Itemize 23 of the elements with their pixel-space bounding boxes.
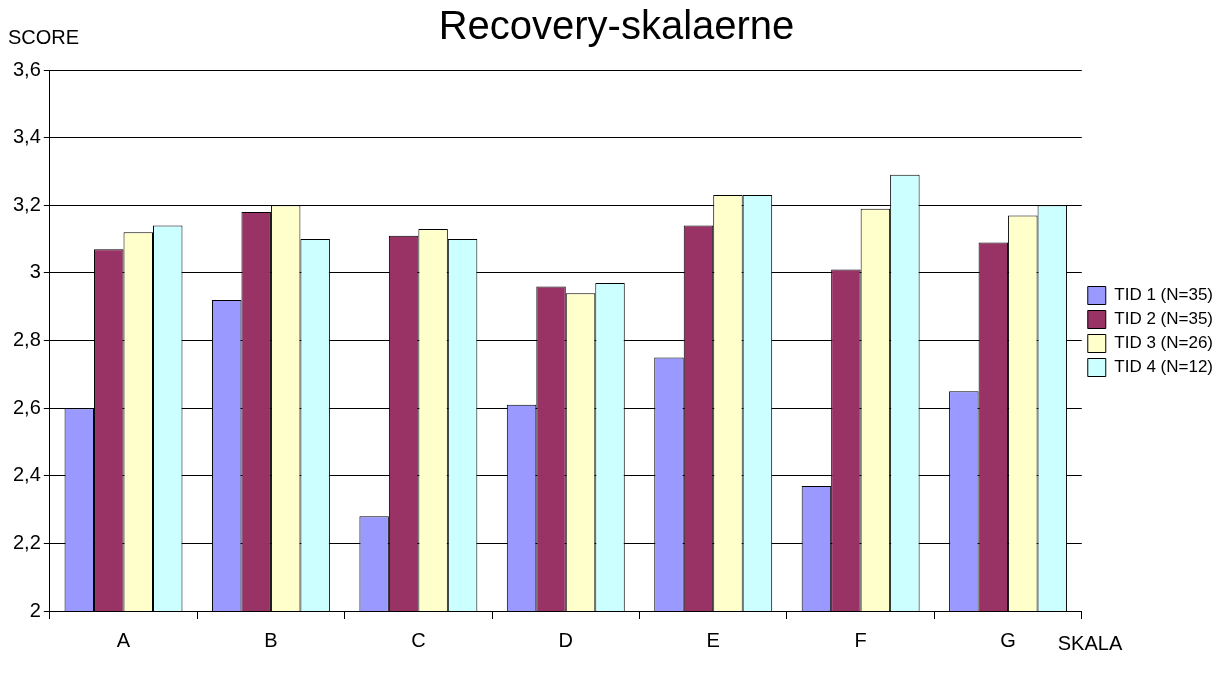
y-tick-label: 2,8: [12, 328, 41, 351]
y-tick-label: 2,6: [12, 395, 41, 418]
x-tick-label: E: [706, 628, 720, 651]
legend-label: TID 3 (N=26): [1114, 333, 1214, 353]
chart-title: Recovery-skalaerne: [438, 3, 795, 48]
y-tick-label: 2: [29, 598, 41, 621]
y-tick-label: 3,6: [12, 57, 41, 80]
x-tick-label: F: [854, 628, 867, 651]
y-tick-label: 2,2: [12, 530, 41, 553]
x-tick-label: B: [264, 628, 278, 651]
legend-label: TID 1 (N=35): [1114, 285, 1214, 305]
y-tick-label: 3: [29, 260, 41, 283]
x-tick-label: C: [411, 628, 426, 651]
y-tick-label: 3,2: [12, 192, 41, 215]
x-tick-label: D: [558, 628, 574, 651]
y-tick-label: 2,4: [12, 463, 41, 486]
legend-label: TID 2 (N=35): [1114, 309, 1214, 329]
x-tick-label: G: [1000, 628, 1016, 651]
y-axis-title: SCORE: [8, 25, 80, 48]
x-axis-title: SKALA: [1057, 631, 1123, 654]
y-tick-label: 3,4: [12, 125, 41, 148]
legend-label: TID 4 (N=12): [1114, 357, 1214, 377]
x-tick-label: A: [116, 628, 131, 651]
